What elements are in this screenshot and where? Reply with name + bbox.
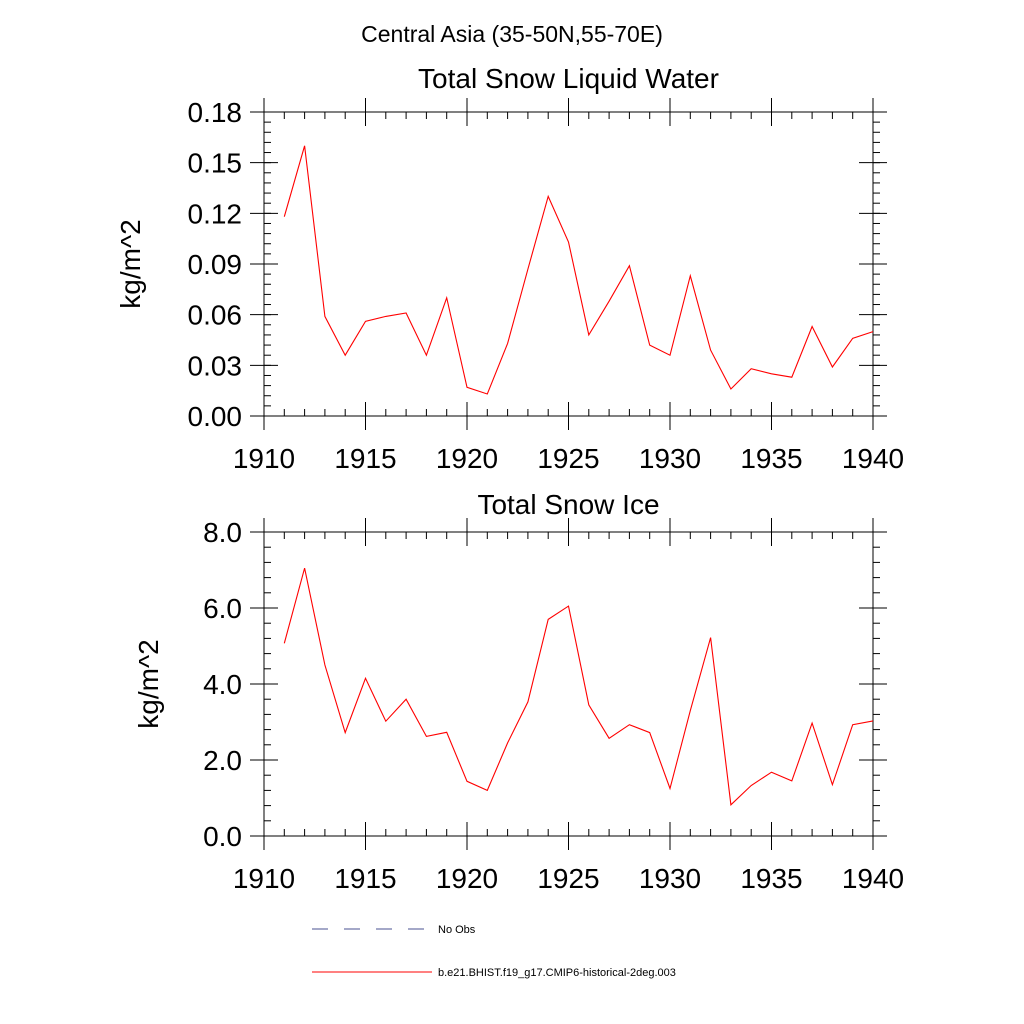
x-tick-label: 1925 — [537, 863, 599, 894]
panel-snow-liquid-water: Total Snow Liquid Water kg/m^2 0.00 0.03 0.0… — [115, 63, 904, 474]
x-tick-label: 1920 — [436, 443, 498, 474]
plot-frame — [263, 111, 874, 417]
y-axis-label: kg/m^2 — [133, 639, 164, 728]
y-tick-label: 4.0 — [203, 669, 242, 700]
x-tick-label: 1915 — [334, 863, 396, 894]
x-tick-label: 1925 — [537, 443, 599, 474]
x-tick-label: 1940 — [842, 443, 904, 474]
x-tick-label: 1910 — [233, 863, 295, 894]
x-tick-label: 1935 — [740, 443, 802, 474]
series-line — [283, 145, 874, 395]
y-tick-label: 0.0 — [203, 821, 242, 852]
y-tick-label: 6.0 — [203, 593, 242, 624]
y-tick-label: 2.0 — [203, 745, 242, 776]
chart-title: Total Snow Ice — [477, 489, 659, 520]
y-tick-label: 0.03 — [188, 350, 243, 381]
x-tick-label: 1920 — [436, 863, 498, 894]
plot-frame — [263, 531, 874, 837]
x-tick-label: 1915 — [334, 443, 396, 474]
y-tick-label: 0.09 — [188, 249, 243, 280]
y-tick-label: 0.18 — [188, 97, 243, 128]
y-tick-label: 0.06 — [188, 300, 243, 331]
legend-label: No Obs — [438, 924, 476, 936]
y-tick-label: 0.15 — [188, 148, 243, 179]
chart-title: Total Snow Liquid Water — [418, 63, 719, 94]
legend-label: b.e21.BHIST.f19_g17.CMIP6-historical-2de… — [438, 967, 676, 979]
x-tick-label: 1910 — [233, 443, 295, 474]
y-tick-label: 8.0 — [203, 517, 242, 548]
x-tick-label: 1930 — [639, 863, 701, 894]
legend: No Obs b.e21.BHIST.f19_g17.CMIP6-historic… — [312, 924, 676, 979]
series-line — [283, 567, 874, 806]
panel-snow-ice: Total Snow Ice kg/m^2 0.0 2.0 4.0 6.0 8.0 1910 1… — [133, 489, 904, 894]
x-tick-label: 1940 — [842, 863, 904, 894]
y-tick-label: 0.00 — [188, 401, 243, 432]
x-tick-label: 1935 — [740, 863, 802, 894]
figure-title: Central Asia (35-50N,55-70E) — [361, 21, 663, 47]
x-tick-label: 1930 — [639, 443, 701, 474]
y-axis-label: kg/m^2 — [115, 219, 146, 308]
y-tick-label: 0.12 — [188, 198, 243, 229]
